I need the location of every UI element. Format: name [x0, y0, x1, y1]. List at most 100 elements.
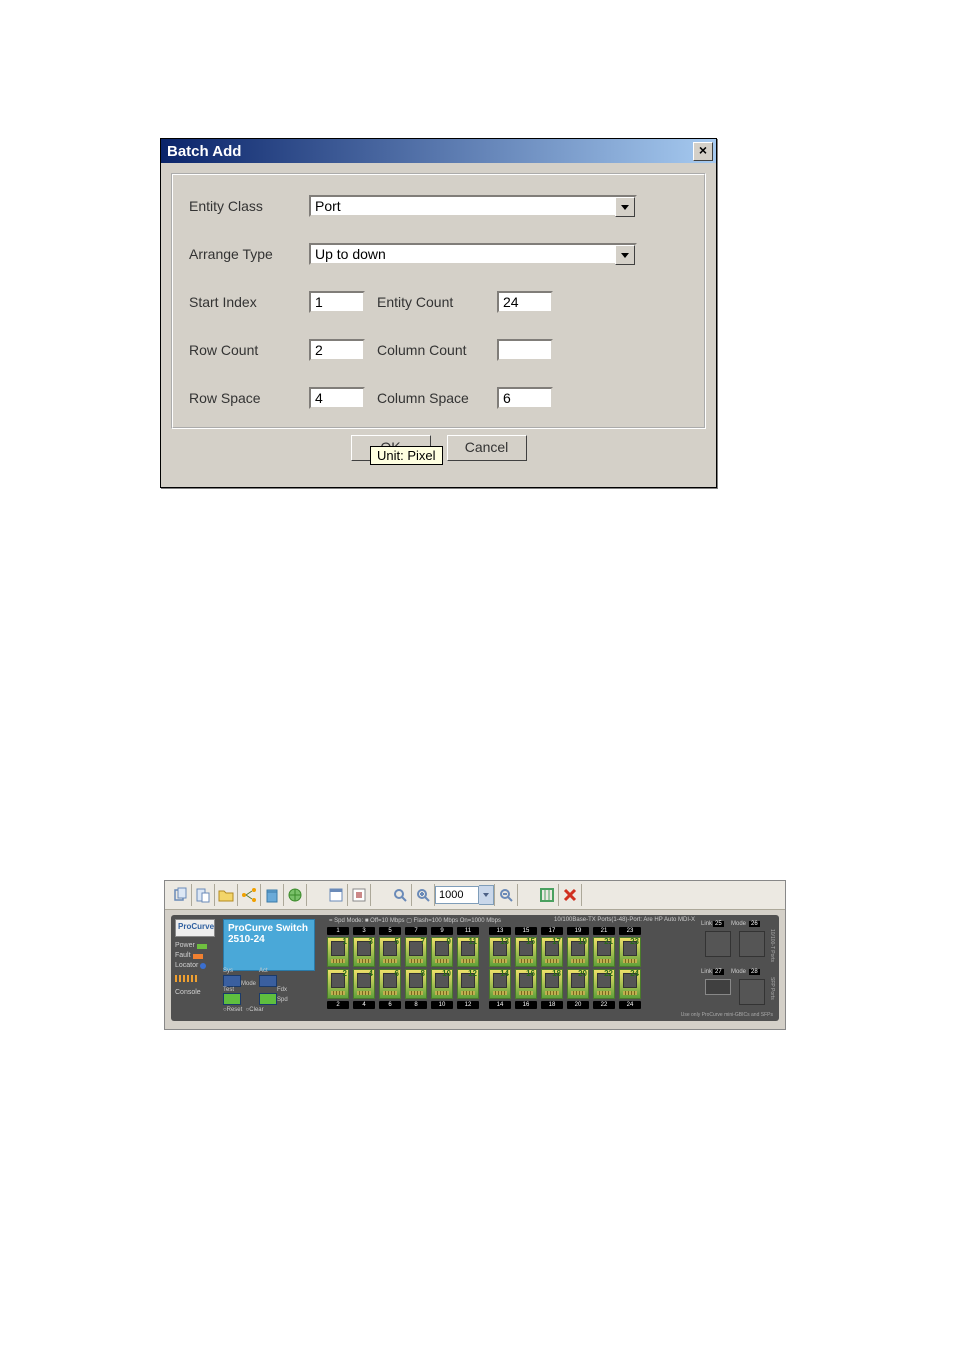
entity-count-label: Entity Count	[377, 294, 497, 310]
rj45-port[interactable]: 21	[593, 937, 615, 967]
column-space-input[interactable]	[497, 387, 553, 409]
rj45-port[interactable]: 5	[379, 937, 401, 967]
dual-mode-label: Mode	[731, 921, 746, 927]
rj45-port[interactable]: 12	[457, 969, 479, 999]
rj45-port[interactable]	[739, 979, 765, 1005]
spd-button[interactable]	[259, 993, 277, 1005]
port-led-num: 12	[468, 969, 477, 978]
test-button[interactable]	[223, 993, 241, 1005]
port-num: 21	[593, 927, 615, 935]
fdx-button[interactable]	[259, 975, 277, 987]
recycle-icon[interactable]	[261, 884, 284, 906]
sfp-footnote: Use only ProCurve mini-GBICs and SFPs	[681, 1012, 773, 1018]
globe-icon[interactable]	[284, 884, 307, 906]
magnifier-icon[interactable]	[389, 884, 412, 906]
dialog-titlebar: Batch Add ×	[161, 139, 716, 163]
rj45-port[interactable]: 19	[567, 937, 589, 967]
port-num: 6	[379, 1001, 401, 1009]
port-num: 10	[431, 1001, 453, 1009]
port-led-num: 14	[500, 969, 509, 978]
entity-class-select[interactable]: Port	[309, 195, 637, 217]
procurve-logo: ProCurve	[175, 919, 215, 937]
row-space-input[interactable]	[309, 387, 365, 409]
rj45-port[interactable]: 1	[327, 937, 349, 967]
port-num: 24	[619, 1001, 641, 1009]
panel-grid-icon[interactable]	[348, 884, 371, 906]
zoom-input[interactable]	[435, 886, 479, 904]
rj45-port[interactable]: 18	[541, 969, 563, 999]
product-label: ProCurve Switch 2510-24	[223, 919, 315, 971]
port-num: 16	[515, 1001, 537, 1009]
rj45-port[interactable]: 3	[353, 937, 375, 967]
chevron-down-icon[interactable]	[615, 197, 635, 217]
sfp-slot[interactable]	[705, 979, 731, 995]
open-folder-icon[interactable]	[215, 884, 238, 906]
zoom-in-icon[interactable]	[412, 884, 435, 906]
close-icon[interactable]: ×	[693, 142, 713, 161]
rj45-port[interactable]: 2	[327, 969, 349, 999]
zoom-out-icon[interactable]	[494, 884, 518, 906]
dual-side-2: SFP Ports	[769, 977, 775, 1000]
port-num: 7	[405, 927, 427, 935]
row-count-label: Row Count	[189, 342, 309, 358]
row-count-input[interactable]	[309, 339, 365, 361]
act-label: Act	[259, 968, 268, 974]
rj45-port[interactable]: 10	[431, 969, 453, 999]
mode-word: Mode	[241, 981, 256, 987]
dialog-body: Entity Class Port Arrange Type Up to dow…	[161, 163, 716, 487]
rj45-port[interactable]: 24	[619, 969, 641, 999]
sys-button[interactable]	[223, 975, 241, 987]
rj45-port[interactable]: 22	[593, 969, 615, 999]
rj45-port[interactable]: 9	[431, 937, 453, 967]
copy-icon[interactable]	[169, 884, 192, 906]
rj45-port[interactable]: 23	[619, 937, 641, 967]
port-num: 23	[619, 927, 641, 935]
port-num: 8	[405, 1001, 427, 1009]
rj45-port[interactable]: 4	[353, 969, 375, 999]
rj45-port[interactable]: 7	[405, 937, 427, 967]
port-led-num: 18	[552, 969, 561, 978]
cancel-button[interactable]: Cancel	[447, 435, 527, 461]
entity-count-input[interactable]	[497, 291, 553, 313]
product-model: 2510-24	[228, 934, 310, 945]
dual-mode-label2: Mode	[731, 969, 746, 975]
port-num: 17	[541, 927, 563, 935]
chevron-down-icon[interactable]	[479, 885, 494, 905]
fit-window-icon[interactable]	[536, 884, 559, 906]
port-led-num: 24	[630, 969, 639, 978]
column-count-input[interactable]	[497, 339, 553, 361]
port-led-num: 11	[469, 937, 477, 946]
rj45-port[interactable]	[739, 931, 765, 957]
designer-toolbar	[165, 881, 785, 910]
rj45-port[interactable]: 14	[489, 969, 511, 999]
arrange-type-select[interactable]: Up to down	[309, 243, 637, 265]
rj45-port[interactable]: 20	[567, 969, 589, 999]
port-led-num: 5	[395, 937, 399, 946]
rj45-port[interactable]: 15	[515, 937, 537, 967]
dual-side-1: 10/100-T Ports	[769, 929, 775, 962]
paste-icon[interactable]	[192, 884, 215, 906]
entity-class-label: Entity Class	[189, 198, 309, 214]
dual-link-label2: Link	[701, 969, 712, 975]
rj45-port[interactable]: 17	[541, 937, 563, 967]
rj45-port[interactable]: 16	[515, 969, 537, 999]
chevron-down-icon[interactable]	[615, 245, 635, 265]
rj45-port[interactable]: 11	[457, 937, 479, 967]
rj45-port[interactable]: 6	[379, 969, 401, 999]
arrange-type-value: Up to down	[315, 246, 386, 262]
distribute-icon[interactable]	[238, 884, 261, 906]
dual-personality-ports: Link 25 Mode 26 10/100-T Ports Link 27 M…	[701, 921, 773, 1015]
reset-clear-label: ○Reset ○Clear	[223, 1007, 264, 1013]
rj45-port[interactable]	[705, 931, 731, 957]
rj45-port[interactable]: 13	[489, 937, 511, 967]
port-led-num: 17	[552, 937, 561, 946]
port-led-num: 9	[447, 937, 451, 946]
port-num: 15	[515, 927, 537, 935]
delete-x-icon[interactable]	[559, 884, 582, 906]
start-index-input[interactable]	[309, 291, 365, 313]
port-num: 4	[353, 1001, 375, 1009]
rj45-port[interactable]: 8	[405, 969, 427, 999]
unit-tooltip: Unit: Pixel	[370, 446, 443, 465]
port-led-num: 4	[369, 969, 373, 978]
properties-icon[interactable]	[325, 884, 348, 906]
